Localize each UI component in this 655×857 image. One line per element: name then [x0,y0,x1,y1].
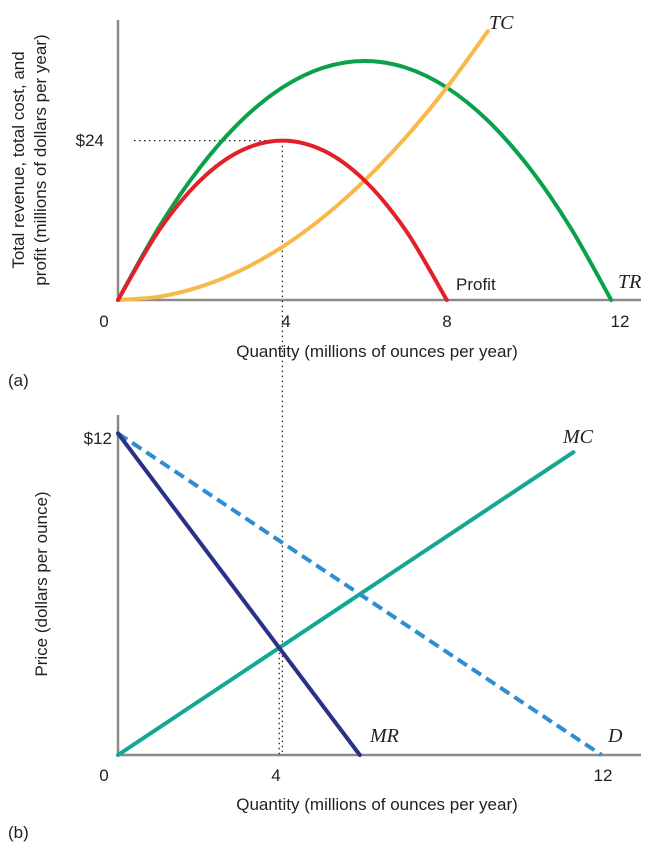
panel-b: Price (dollars per ounce) $12 0 4 12 Qua… [8,415,641,842]
panel-a-y-tick-24: $24 [76,131,104,150]
series-line-tc [116,29,490,302]
panel-a-label: (a) [8,371,29,390]
panel-a-x-tick-8: 8 [442,312,451,331]
series-line-mc [116,450,576,757]
panel-b-x-tick-4: 4 [271,766,280,785]
series-line-mr [116,431,362,757]
panel-b-xlabel: Quantity (millions of ounces per year) [236,795,518,814]
panel-a-xlabel: Quantity (millions of ounces per year) [236,342,518,361]
series-line-tr [116,58,614,302]
series-label-mr: MR [369,725,399,747]
panel-b-series [116,431,603,757]
panel-a-x-tick-4: 4 [281,312,290,331]
panel-a-series [116,29,614,302]
panel-a-x-tick-0: 0 [99,312,108,331]
series-label-tr: TR [618,271,641,293]
series-line-profit [116,138,449,302]
series-label-profit: Profit [456,275,496,294]
panel-b-ylabel: Price (dollars per ounce) [32,491,51,676]
panel-b-label: (b) [8,823,29,842]
series-label-tc: TC [489,12,514,34]
series-label-mc: MC [562,426,594,448]
panel-b-y-tick-12: $12 [84,429,112,448]
panel-a-ylabel: Total revenue, total cost, and profit (m… [9,34,50,285]
panel-a-x-tick-12: 12 [611,312,630,331]
series-label-d: D [607,725,623,747]
panel-a: Total revenue, total cost, and profit (m… [8,12,641,755]
panel-a-ylabel-line-2: profit (millions of dollars per year) [31,34,50,285]
panel-a-ylabel-line-1: Total revenue, total cost, and [9,51,28,268]
series-line-d [116,431,603,757]
panel-b-x-tick-12: 12 [594,766,613,785]
panel-b-x-tick-0: 0 [99,766,108,785]
